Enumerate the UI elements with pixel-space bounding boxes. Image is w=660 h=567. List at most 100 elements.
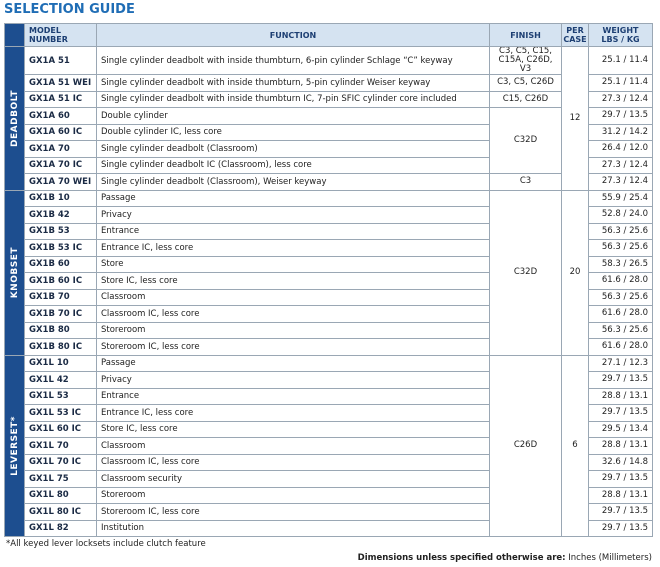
function: Classroom security bbox=[96, 470, 490, 488]
finish: C3, C5, C26D bbox=[489, 74, 562, 92]
function: Store IC, less core bbox=[96, 272, 490, 290]
weight: 25.1 / 11.4 bbox=[588, 46, 653, 75]
header-model: MODEL NUMBER bbox=[24, 23, 97, 47]
weight: 56.3 / 25.6 bbox=[588, 321, 653, 339]
function: Single cylinder deadbolt IC (Classroom),… bbox=[96, 156, 490, 174]
function: Classroom IC, less core bbox=[96, 305, 490, 323]
weight: 25.1 / 11.4 bbox=[588, 74, 653, 92]
per-case: 6 bbox=[561, 354, 589, 537]
function: Passage bbox=[96, 189, 490, 207]
finish: C3 bbox=[489, 173, 562, 191]
weight: 27.3 / 12.4 bbox=[588, 90, 653, 108]
weight: 56.3 / 25.6 bbox=[588, 239, 653, 257]
model-number: GX1L 53 IC bbox=[24, 404, 97, 422]
model-number: GX1A 60 IC bbox=[24, 123, 97, 141]
selection-table: MODEL NUMBER FUNCTION FINISH PER CASE WE… bbox=[4, 23, 653, 537]
table-row: GX1L 80 IC Storeroom IC, less core 29.7 / … bbox=[5, 503, 653, 521]
header-row: MODEL NUMBER FUNCTION FINISH PER CASE WE… bbox=[4, 23, 653, 47]
weight: 29.7 / 13.5 bbox=[588, 107, 653, 125]
dimensions-label: Dimensions unless specified otherwise ar… bbox=[357, 553, 566, 563]
function: Privacy bbox=[96, 206, 490, 224]
group-label: LEVERSET* bbox=[9, 415, 20, 476]
header-blank bbox=[4, 23, 25, 47]
weight: 29.7 / 13.5 bbox=[588, 503, 653, 521]
model-number: GX1B 70 IC bbox=[24, 305, 97, 323]
model-number: GX1L 80 IC bbox=[24, 503, 97, 521]
model-number: GX1B 60 bbox=[24, 255, 97, 273]
weight: 27.3 / 12.4 bbox=[588, 156, 653, 174]
model-number: GX1L 53 bbox=[24, 387, 97, 405]
function: Single cylinder deadbolt with inside thu… bbox=[96, 46, 490, 75]
table-row: GX1B 80 IC Storeroom IC, less core 61.6 / … bbox=[5, 338, 653, 356]
per-case: 12 bbox=[561, 46, 589, 191]
function: Storeroom IC, less core bbox=[96, 338, 490, 356]
table-row: GX1L 53 Entrance 28.8 / 13.1 bbox=[5, 387, 653, 405]
model-number: GX1L 10 bbox=[24, 354, 97, 372]
table-row: GX1A 60 IC Double cylinder IC, less core 3… bbox=[5, 123, 653, 141]
weight: 29.7 / 13.5 bbox=[588, 519, 653, 537]
weight: 27.3 / 12.4 bbox=[588, 173, 653, 191]
table-row: GX1B 60 IC Store IC, less core 61.6 / 28.0 bbox=[5, 272, 653, 290]
weight: 61.6 / 28.0 bbox=[588, 272, 653, 290]
model-number: GX1B 60 IC bbox=[24, 272, 97, 290]
model-number: GX1B 70 bbox=[24, 288, 97, 306]
weight: 61.6 / 28.0 bbox=[588, 338, 653, 356]
function: Classroom IC, less core bbox=[96, 453, 490, 471]
header-weight-label: WEIGHT bbox=[602, 26, 639, 35]
model-number: GX1A 60 bbox=[24, 107, 97, 125]
dimensions-value: Inches (Millimeters) bbox=[568, 553, 652, 563]
table-row: GX1B 70 IC Classroom IC, less core 61.6 / … bbox=[5, 305, 653, 323]
table-row: GX1L 60 IC Store IC, less core 29.5 / 13.4 bbox=[5, 420, 653, 438]
model-number: GX1B 80 bbox=[24, 321, 97, 339]
dimensions-note: Dimensions unless specified otherwise ar… bbox=[358, 553, 652, 563]
function: Entrance bbox=[96, 387, 490, 405]
model-number: GX1L 42 bbox=[24, 371, 97, 389]
weight: 56.3 / 25.6 bbox=[588, 222, 653, 240]
table-row: LEVERSET* GX1L 10 Passage C26D 6 27.1 / 12.3 bbox=[4, 354, 653, 537]
table-row: GX1A 70 WEI Single cylinder deadbolt (Cla… bbox=[5, 173, 653, 191]
function: Privacy bbox=[96, 371, 490, 389]
group-label-cell: DEADBOLT bbox=[4, 46, 25, 191]
function: Store bbox=[96, 255, 490, 273]
model-number: GX1B 80 IC bbox=[24, 338, 97, 356]
table-row: GX1L 82 Institution 29.7 / 13.5 bbox=[5, 519, 653, 537]
table-row: KNOBSET GX1B 10 Passage C32D 20 55.9 / 25.4 bbox=[4, 189, 653, 356]
function: Classroom bbox=[96, 288, 490, 306]
function: Storeroom bbox=[96, 486, 490, 504]
function: Storeroom bbox=[96, 321, 490, 339]
weight: 32.6 / 14.8 bbox=[588, 453, 653, 471]
function: Single cylinder deadbolt with inside thu… bbox=[96, 74, 490, 92]
model-number: GX1B 42 bbox=[24, 206, 97, 224]
function: Storeroom IC, less core bbox=[96, 503, 490, 521]
function: Single cylinder deadbolt with inside thu… bbox=[96, 90, 490, 108]
model-number: GX1A 70 IC bbox=[24, 156, 97, 174]
weight: 29.5 / 13.4 bbox=[588, 420, 653, 438]
model-number: GX1A 70 WEI bbox=[24, 173, 97, 191]
model-number: GX1L 60 IC bbox=[24, 420, 97, 438]
weight: 26.4 / 12.0 bbox=[588, 140, 653, 158]
weight: 56.3 / 25.6 bbox=[588, 288, 653, 306]
header-weight-unit: LBS / KG bbox=[601, 35, 640, 44]
group-label: KNOBSET bbox=[9, 246, 20, 299]
function: Single cylinder deadbolt (Classroom) bbox=[96, 140, 490, 158]
header-weight: WEIGHT LBS / KG bbox=[588, 23, 653, 47]
model-number: GX1L 80 bbox=[24, 486, 97, 504]
weight: 29.7 / 13.5 bbox=[588, 371, 653, 389]
model-number: GX1B 10 bbox=[24, 189, 97, 207]
weight: 58.3 / 26.5 bbox=[588, 255, 653, 273]
finish: C32D bbox=[489, 107, 562, 174]
table-row: GX1L 70 Classroom 28.8 / 13.1 bbox=[5, 437, 653, 455]
weight: 29.7 / 13.5 bbox=[588, 470, 653, 488]
model-number: GX1L 75 bbox=[24, 470, 97, 488]
weight: 28.8 / 13.1 bbox=[588, 437, 653, 455]
weight: 29.7 / 13.5 bbox=[588, 404, 653, 422]
model-number: GX1A 51 bbox=[24, 46, 97, 75]
finish: C3, C5, C15, C15A, C26D, V3 bbox=[489, 46, 562, 75]
weight: 31.2 / 14.2 bbox=[588, 123, 653, 141]
weight: 52.8 / 24.0 bbox=[588, 206, 653, 224]
function: Store IC, less core bbox=[96, 420, 490, 438]
model-number: GX1A 70 bbox=[24, 140, 97, 158]
group-label-cell: KNOBSET bbox=[4, 189, 25, 356]
function: Institution bbox=[96, 519, 490, 537]
